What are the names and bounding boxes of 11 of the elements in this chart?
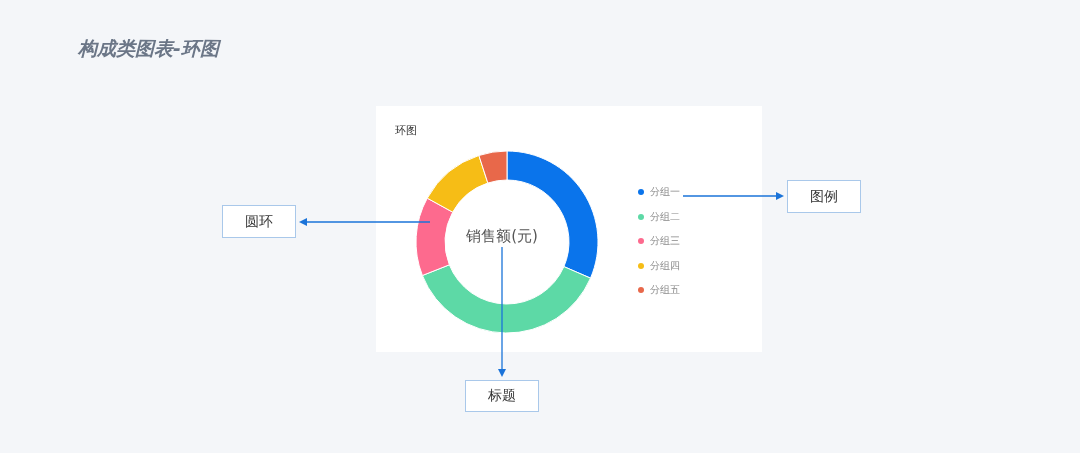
chart-subtitle: 环图 (395, 123, 417, 138)
legend-label: 分组四 (650, 258, 680, 273)
text: 销售额(元) (465, 227, 539, 246)
legend-label: 分组三 (650, 234, 680, 249)
legend-label: 分组二 (650, 209, 680, 224)
text: 标题 (488, 387, 516, 405)
legend-label: 分组一 (650, 185, 680, 200)
text: 构成类图表-环图 (78, 36, 219, 61)
text: 圆环 (245, 212, 273, 231)
legend-label: 分组五 (650, 283, 680, 298)
text: 图例 (810, 187, 838, 206)
